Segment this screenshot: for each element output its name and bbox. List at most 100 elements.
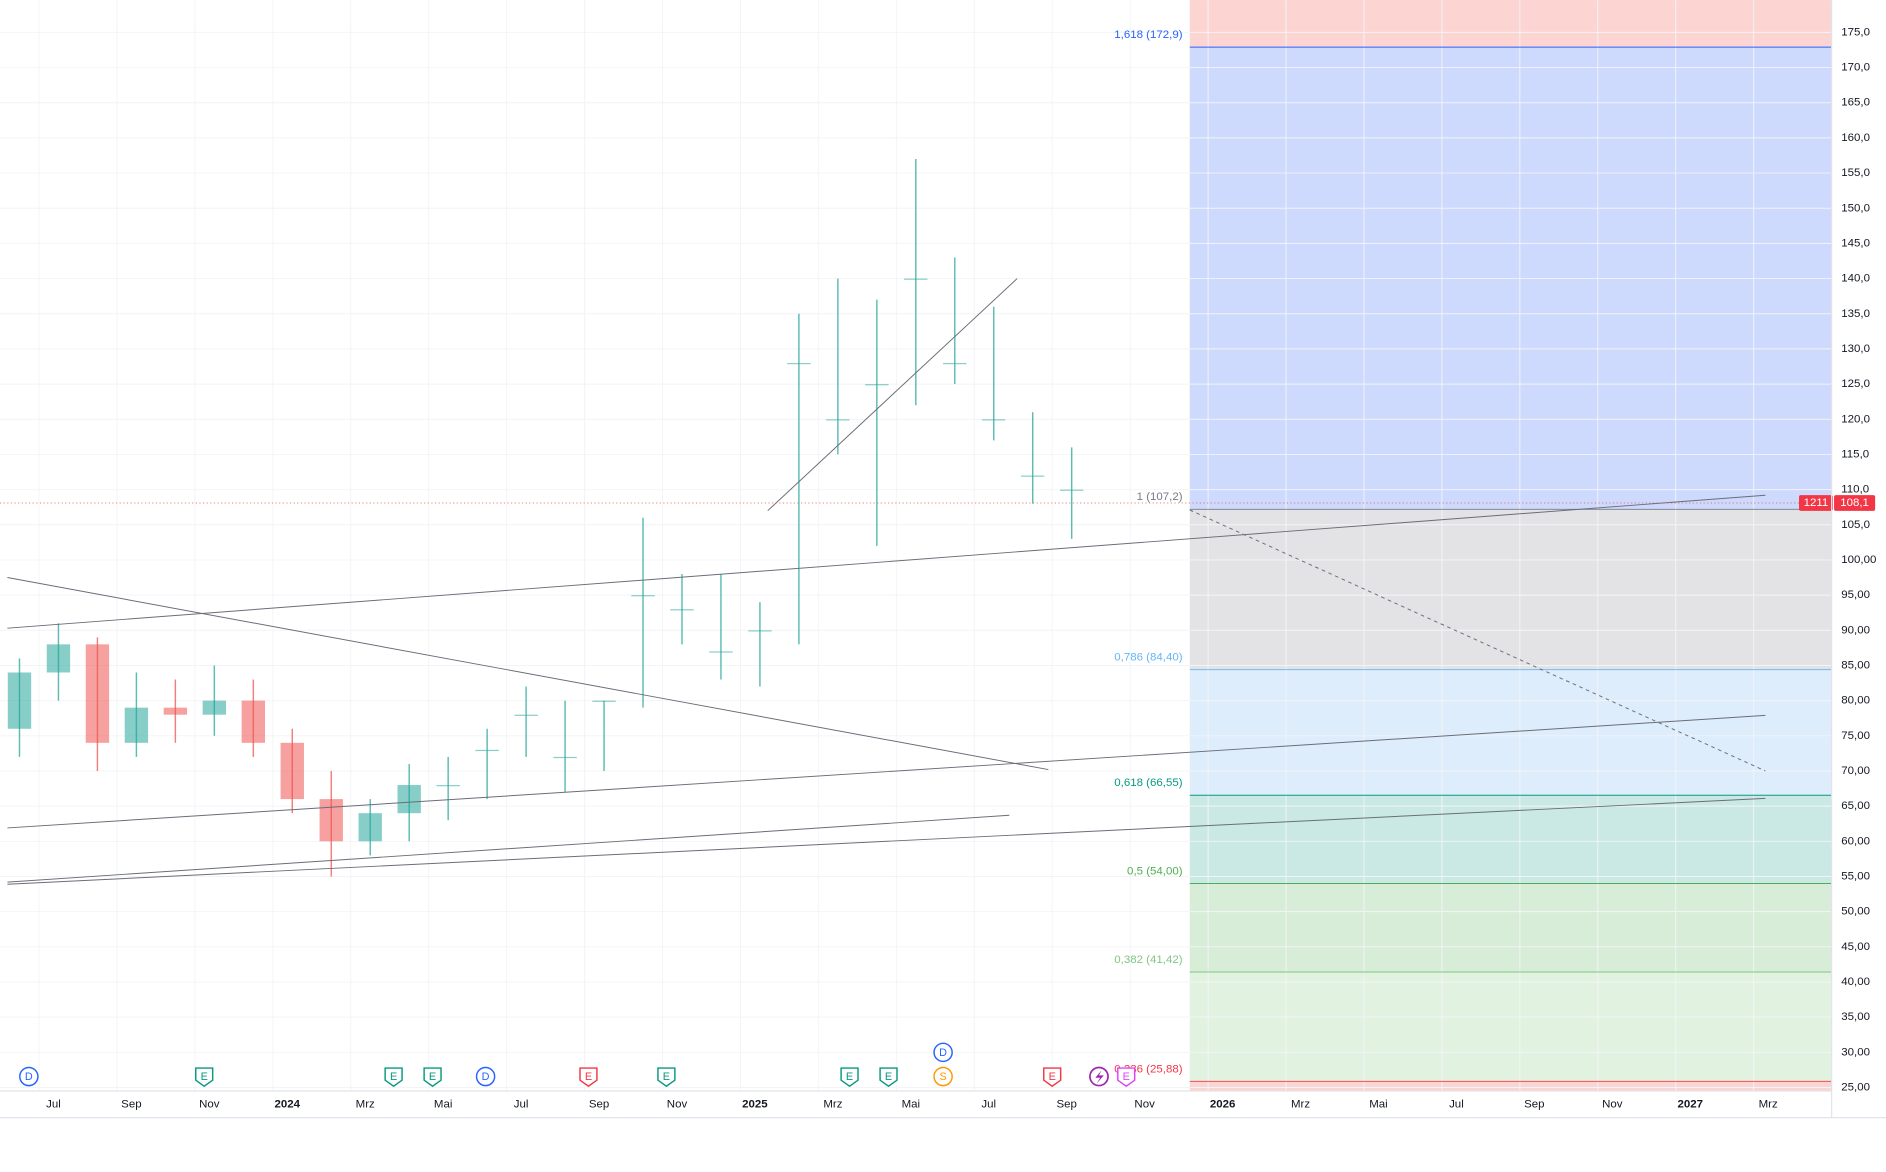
x-tick-label: Nov — [1602, 1098, 1623, 1110]
price-tag — [1834, 495, 1876, 511]
candle-body — [982, 419, 1006, 421]
candle-body — [85, 644, 110, 743]
x-tick-label: 2026 — [1210, 1098, 1236, 1110]
fib-zone — [1189, 1081, 1832, 1092]
countdown-tag — [1799, 495, 1833, 511]
event-marker-label: D — [25, 1071, 33, 1083]
y-tick-label: 140,0 — [1841, 273, 1870, 285]
y-tick-label: 115,0 — [1841, 448, 1869, 460]
event-marker-label: E — [1123, 1071, 1130, 1083]
event-marker — [933, 1042, 953, 1063]
y-tick-label: 25,00 — [1841, 1082, 1870, 1094]
event-marker — [879, 1067, 898, 1088]
x-tick-label: Mrz — [1759, 1098, 1778, 1110]
y-tick-label: 55,00 — [1841, 871, 1870, 883]
event-marker — [423, 1067, 442, 1088]
y-tick-label: 85,00 — [1841, 659, 1870, 671]
fib-zone — [1189, 795, 1832, 884]
candle-body — [787, 362, 811, 365]
candle-body — [163, 707, 188, 715]
x-tick-label: Sep — [1524, 1098, 1544, 1110]
trend-line — [7, 814, 1010, 883]
event-marker — [579, 1067, 598, 1088]
y-tick-label: 75,00 — [1841, 730, 1870, 742]
x-tick-label: Sep — [1057, 1098, 1077, 1110]
candle-body — [280, 742, 304, 800]
fib-level-label: 1 (107,2) — [1137, 491, 1183, 503]
y-tick-label: 95,00 — [1841, 589, 1870, 601]
y-tick-label: 145,0 — [1841, 237, 1870, 249]
y-tick-label: 60,00 — [1841, 835, 1870, 847]
trend-line — [7, 494, 1766, 629]
x-tick-label: Mrz — [823, 1098, 842, 1110]
candle-body — [514, 714, 538, 716]
y-tick-label: 135,0 — [1841, 308, 1870, 320]
trend-line — [7, 797, 1766, 885]
candle-body — [709, 651, 733, 653]
trend-line — [767, 278, 1018, 512]
y-tick-label: 100,00 — [1841, 554, 1876, 566]
candle-body — [631, 595, 655, 597]
y-tick-label: 150,0 — [1841, 202, 1870, 214]
y-tick-label: 130,0 — [1841, 343, 1870, 355]
event-marker-label: D — [482, 1071, 490, 1083]
x-tick-label: Jul — [514, 1098, 529, 1110]
event-marker — [19, 1066, 39, 1087]
event-marker-label: E — [429, 1071, 436, 1083]
candle-body — [241, 700, 266, 743]
y-tick-label: 110,0 — [1841, 484, 1869, 496]
x-tick-label: Mai — [1369, 1098, 1387, 1110]
y-tick-label: 170,0 — [1841, 62, 1870, 74]
x-tick-label: Mrz — [356, 1098, 375, 1110]
x-tick-label: Nov — [199, 1098, 220, 1110]
event-marker — [657, 1067, 676, 1088]
fib-level-label: 1,618 (172,9) — [1114, 29, 1182, 41]
price-tag-label: 108,1 — [1840, 497, 1869, 509]
event-marker-label: E — [201, 1071, 208, 1083]
event-marker-label: E — [390, 1071, 397, 1083]
x-tick-label: Jul — [1449, 1098, 1464, 1110]
candle-body — [826, 419, 850, 421]
event-icon — [1095, 1070, 1104, 1084]
event-marker — [840, 1067, 859, 1088]
y-tick-label: 175,0 — [1841, 26, 1870, 38]
x-tick-label: Mai — [902, 1098, 920, 1110]
candle-body — [670, 609, 694, 611]
candle-body — [1021, 475, 1045, 477]
fib-level-label: 0,382 (41,42) — [1114, 954, 1182, 966]
candle-body — [46, 644, 71, 673]
x-tick-label: Jul — [46, 1098, 61, 1110]
candle-body — [592, 700, 616, 702]
y-tick-label: 160,0 — [1841, 132, 1870, 144]
y-tick-label: 90,00 — [1841, 624, 1870, 636]
fib-level-label: 0,618 (66,55) — [1114, 777, 1182, 789]
event-marker — [195, 1067, 214, 1088]
candle-body — [904, 278, 928, 280]
y-tick-label: 125,0 — [1841, 378, 1870, 390]
x-tick-label: Sep — [589, 1098, 609, 1110]
event-marker — [1043, 1067, 1062, 1088]
y-tick-label: 30,00 — [1841, 1046, 1870, 1058]
y-tick-label: 40,00 — [1841, 976, 1870, 988]
trend-line — [7, 714, 1766, 829]
x-tick-label: 2025 — [742, 1098, 768, 1110]
candle-body — [358, 813, 382, 842]
y-tick-label: 45,00 — [1841, 941, 1870, 953]
event-marker-label: E — [585, 1071, 592, 1083]
candle-body — [319, 799, 343, 842]
y-tick-label: 35,00 — [1841, 1011, 1870, 1023]
candle-body — [475, 749, 499, 752]
fib-level-label: 0,5 (54,00) — [1127, 865, 1183, 877]
x-tick-label: Mai — [434, 1098, 452, 1110]
candle-body — [553, 756, 577, 759]
candle-body — [1060, 489, 1084, 491]
countdown: 1211 — [1804, 497, 1829, 509]
candle-body — [748, 630, 772, 632]
candle-body — [7, 672, 32, 729]
candle-body — [397, 785, 421, 814]
fib-zone — [1189, 883, 1832, 973]
y-tick-label: 105,0 — [1841, 519, 1870, 531]
event-marker-label: E — [885, 1071, 892, 1083]
y-tick-label: 50,00 — [1841, 906, 1870, 918]
